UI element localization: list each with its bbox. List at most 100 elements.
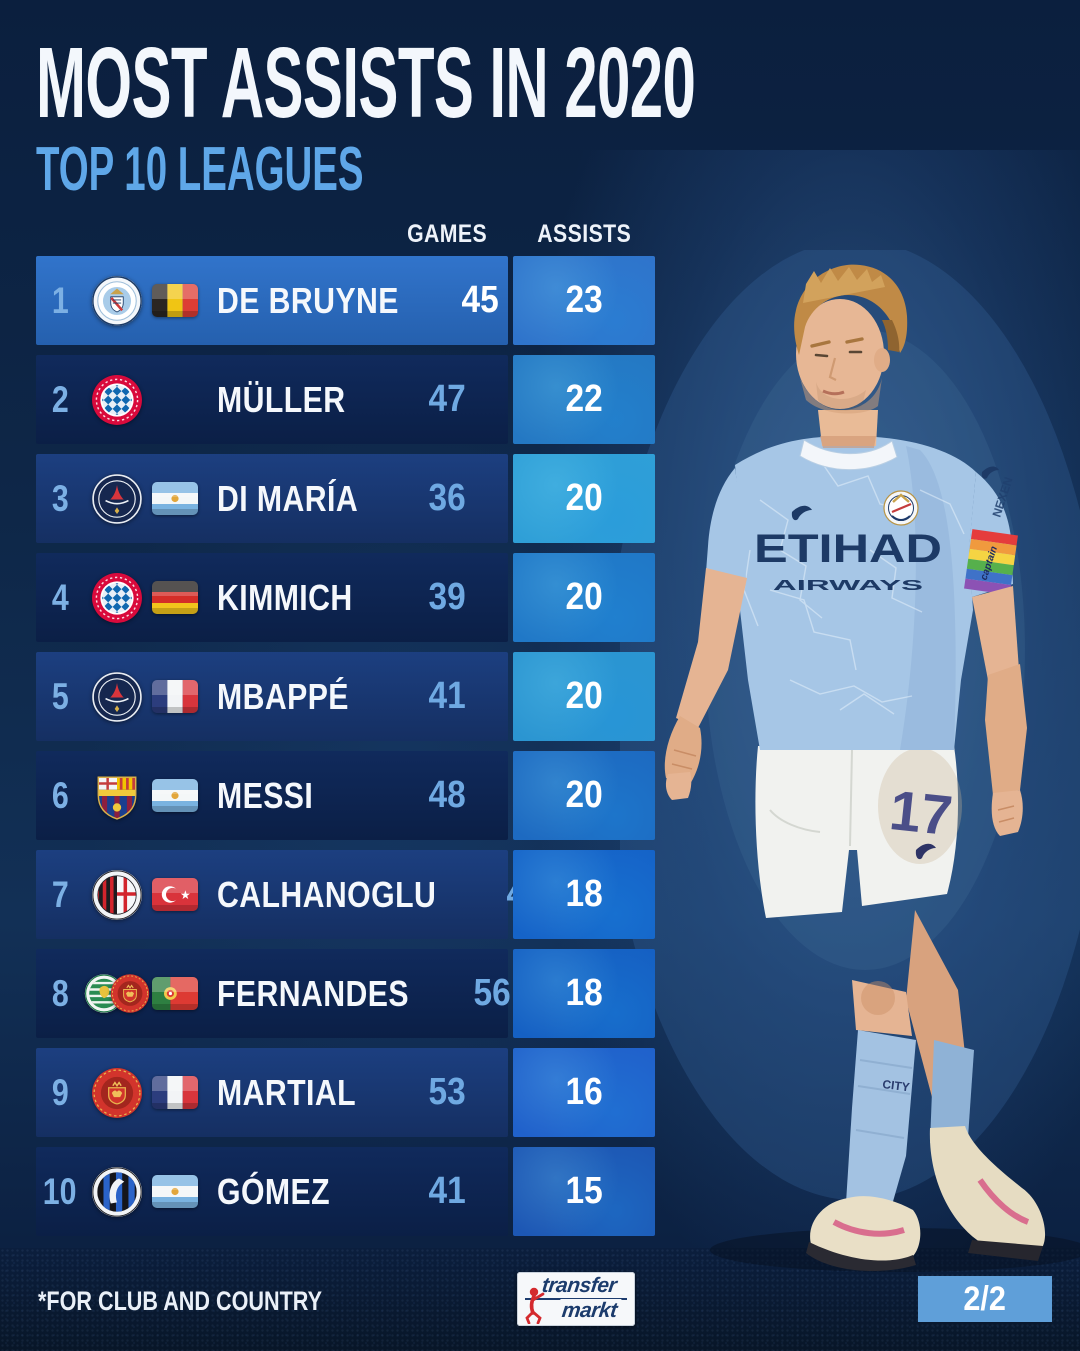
flag-turkey-icon: ★ (152, 878, 198, 911)
player-row-main: 7★CALHANOGLU47 (36, 850, 544, 939)
assists-value: 23 (565, 279, 603, 321)
rainbow-captain-armband: captain (964, 529, 1018, 595)
club-logo-man-city-icon (91, 275, 143, 327)
rank-label: 10 (43, 1170, 77, 1212)
player-name: MESSI (217, 774, 314, 816)
club-logos (84, 374, 150, 426)
column-header-games: GAMES (406, 220, 488, 248)
club-logo-bayern-icon (91, 572, 143, 624)
logo-text-line2: markt (557, 1299, 622, 1323)
flag-argentina-icon (152, 1175, 198, 1208)
player-row-main: 5 MBAPPÉ 41 (36, 652, 508, 741)
games-value: 47 (428, 378, 466, 420)
table-row: 2 MÜLLER 47 22 (36, 355, 656, 444)
assists-value: 20 (565, 774, 603, 816)
club-crest-on-shirt (883, 490, 919, 526)
club-logo-psg-icon (91, 473, 143, 525)
table-row: 9 MARTIAL 53 16 (36, 1048, 656, 1137)
page-title: MOST ASSISTS IN 2020 (36, 27, 696, 139)
player-row-main: 8 FERNANDES 56 (36, 949, 511, 1038)
club-logos (84, 869, 150, 921)
jersey-sponsor-2: AIRWAYS (773, 577, 923, 594)
player-name: FERNANDES (217, 972, 409, 1014)
rank-label: 7 (51, 873, 69, 915)
player-name: KIMMICH (217, 576, 353, 618)
table-row: 10 GÓMEZ 41 15 (36, 1147, 656, 1236)
player-row-main: 3 DI MARÍA 36 (36, 454, 508, 543)
games-value: 56 (473, 972, 512, 1014)
games-value: 39 (428, 576, 466, 618)
rank-label: 3 (51, 477, 69, 519)
flag-germany-icon (152, 581, 198, 614)
page-subtitle: TOP 10 LEAGUES (36, 135, 364, 204)
assists-value: 20 (565, 675, 603, 717)
flag-belgium-icon (152, 284, 198, 317)
player-name: MÜLLER (217, 378, 346, 420)
assists-cell: 20 (513, 652, 655, 741)
club-logos (84, 971, 150, 1016)
rank-label: 2 (51, 378, 69, 420)
club-logo-bayern-icon (91, 374, 143, 426)
table-row: 3 DI MARÍA 36 20 (36, 454, 656, 543)
club-logo-psg-icon (91, 671, 143, 723)
footnote: *FOR CLUB AND COUNTRY (38, 1286, 322, 1316)
assists-cell: 18 (513, 949, 655, 1038)
page-indicator-badge: 2/2 (918, 1276, 1052, 1322)
club-logo-ac-milan-icon (91, 869, 143, 921)
rank-label: 8 (51, 972, 69, 1014)
assists-cell: 16 (513, 1048, 655, 1137)
flag-portugal-icon (152, 977, 198, 1010)
svg-text:★: ★ (180, 888, 191, 902)
assists-value: 16 (565, 1071, 603, 1113)
table-row: 6 MESSI 48 20 (36, 751, 656, 840)
player-name: MARTIAL (217, 1071, 356, 1113)
rank-label: 9 (51, 1071, 69, 1113)
transfermarkt-logo: transfer markt (517, 1272, 635, 1326)
player-photo-kevin-de-bruyne: CITY 17 (620, 250, 1080, 1272)
games-value: 53 (428, 1071, 466, 1113)
player-row-main: 2 MÜLLER 47 (36, 355, 508, 444)
flag-slot-empty (152, 383, 198, 416)
rank-label: 5 (51, 675, 69, 717)
games-value: 48 (428, 774, 466, 816)
club-logos (84, 671, 150, 723)
assists-value: 18 (565, 972, 603, 1014)
player-row-main: 6 MESSI 48 (36, 751, 508, 840)
club-logos (84, 770, 150, 822)
assists-cell: 23 (513, 256, 655, 345)
player-row-main: 4 KIMMICH 39 (36, 553, 508, 642)
player-name: GÓMEZ (217, 1170, 330, 1212)
player-name: CALHANOGLU (217, 873, 437, 915)
player-row-main: 9 MARTIAL 53 (36, 1048, 508, 1137)
player-name: MBAPPÉ (217, 675, 349, 717)
column-header-assists: ASSISTS (537, 220, 631, 248)
assists-cell: 20 (513, 454, 655, 543)
player-row-main: 10 GÓMEZ 41 (36, 1147, 508, 1236)
table-row: 1 DE BRUYNE 45 23 (36, 256, 656, 345)
assists-value: 15 (565, 1170, 603, 1212)
games-value: 41 (428, 675, 466, 717)
club-logos (84, 1067, 150, 1119)
assists-value: 22 (565, 378, 603, 420)
club-logo-man-united-icon (91, 1067, 143, 1119)
assists-cell: 22 (513, 355, 655, 444)
rank-label: 4 (51, 576, 69, 618)
club-logos (84, 473, 150, 525)
jersey-sponsor: ETIHAD (754, 527, 942, 571)
player-name: DE BRUYNE (217, 279, 399, 321)
table-row: 4 KIMMICH 39 20 (36, 553, 656, 642)
assists-value: 20 (565, 576, 603, 618)
logo-kicker-figure-icon (525, 1287, 545, 1324)
assists-cell: 20 (513, 751, 655, 840)
club-logo-barcelona-icon (91, 770, 143, 822)
flag-france-icon (152, 680, 198, 713)
club-logo-man-united-icon (110, 971, 150, 1016)
player-name: DI MARÍA (217, 477, 359, 519)
rank-label: 1 (51, 279, 69, 321)
assists-cell: 18 (513, 850, 655, 939)
ranking-table: 1 DE BRUYNE 45 23 2 MÜLLER 47 22 3 DI MARÍA 36 20 4 K… (36, 256, 656, 1246)
player-row-main: 1 DE BRUYNE 45 (36, 256, 508, 345)
club-logos (84, 275, 150, 327)
flag-argentina-icon (152, 779, 198, 812)
